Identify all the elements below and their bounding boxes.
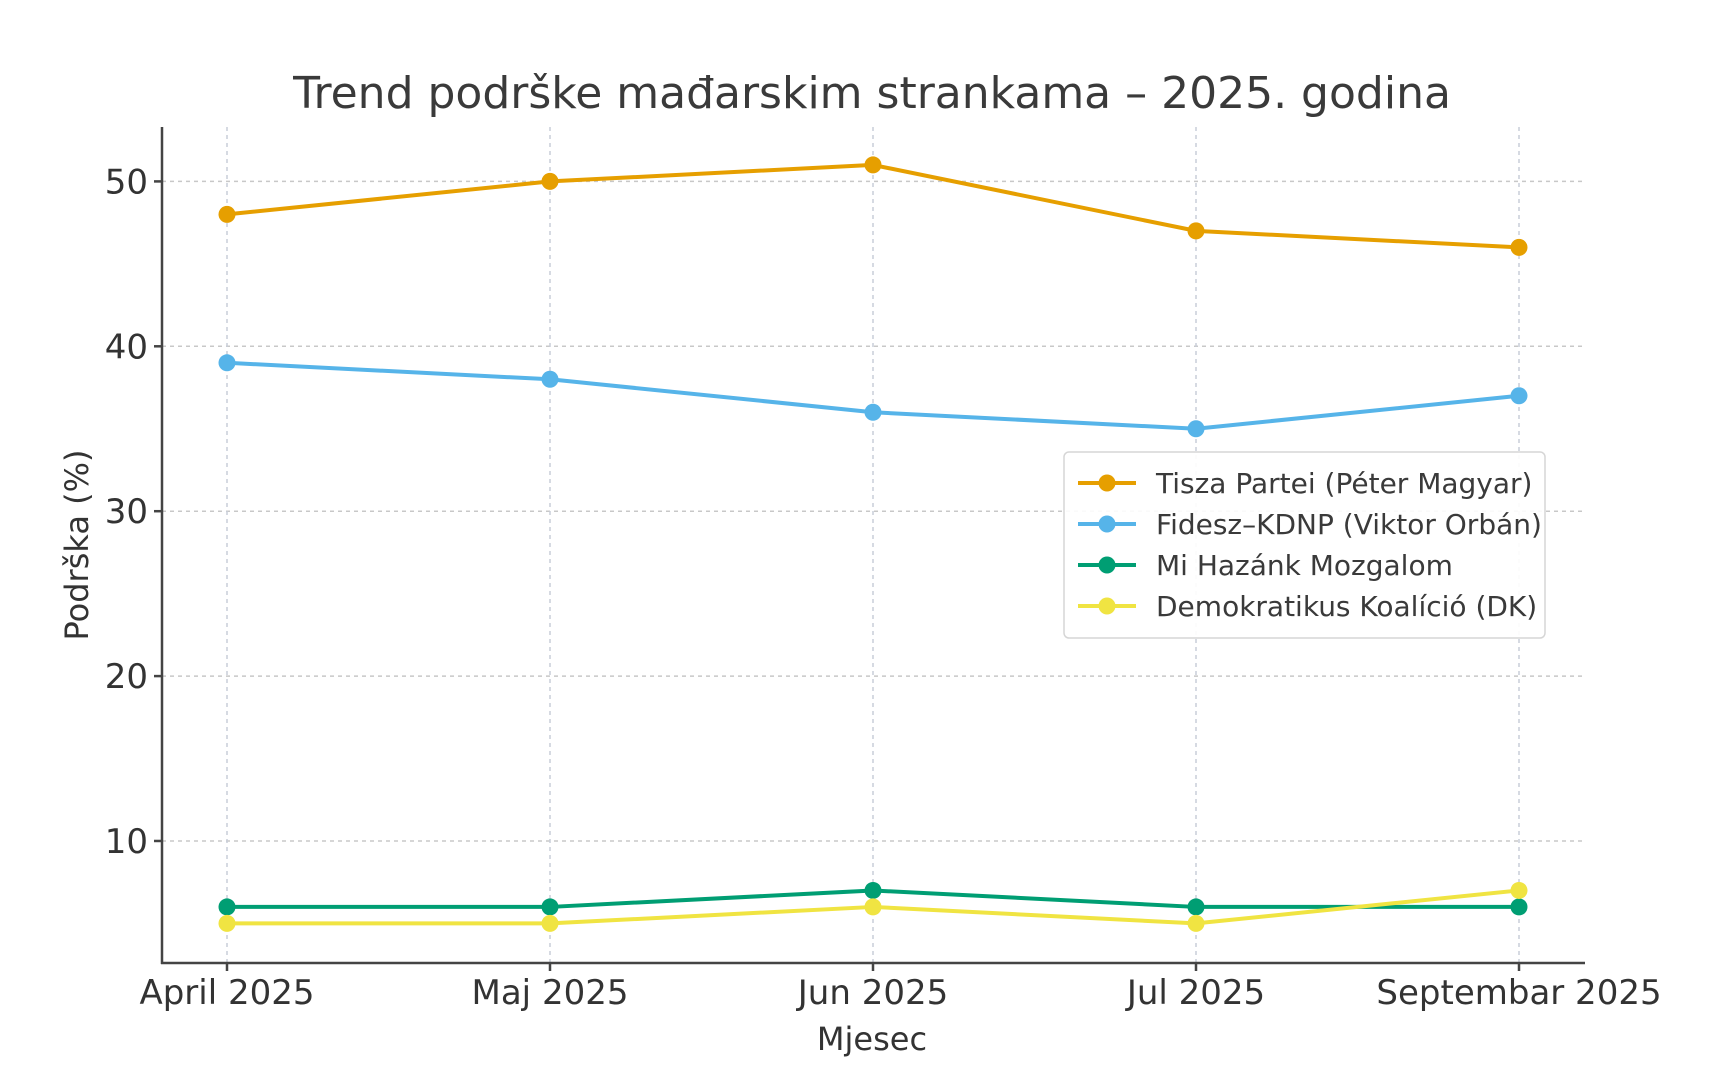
chart-title: Trend podrške mađarskim strankama – 2025… [292, 68, 1451, 119]
series-1 [218, 354, 1528, 438]
data-point [864, 403, 882, 421]
legend-item: Fidesz–KDNP (Viktor Orbán) [1078, 508, 1542, 541]
legend-swatch-marker [1098, 515, 1116, 533]
legend-label: Fidesz–KDNP (Viktor Orbán) [1156, 508, 1542, 541]
data-point [864, 898, 882, 916]
data-point [218, 205, 236, 223]
data-point [864, 156, 882, 174]
legend-swatch-marker [1098, 597, 1116, 615]
data-point [1510, 387, 1528, 405]
data-point [1187, 222, 1205, 240]
legend-box [1063, 451, 1546, 639]
x-tick-label: April 2025 [139, 973, 314, 1013]
x-axis-title: Mjesec [817, 1020, 927, 1058]
data-point [1187, 420, 1205, 438]
x-tick-label: Septembar 2025 [1376, 973, 1661, 1013]
legend-label: Mi Hazánk Mozgalom [1156, 549, 1453, 582]
series-3 [218, 881, 1528, 932]
y-tick-label: 30 [105, 492, 148, 532]
x-ticks: April 2025 Maj 2025 Jun 2025 Jul 2025 Septem… [139, 963, 1662, 1013]
y-ticks: 10 20 30 40 50 [105, 162, 162, 862]
legend-label: Demokratikus Koalíció (DK) [1156, 590, 1537, 623]
y-axis-title: Podrška (%) [58, 450, 96, 641]
legend-item: Mi Hazánk Mozgalom [1078, 549, 1453, 582]
legend-label: Tisza Partei (Péter Magyar) [1155, 467, 1532, 500]
data-point [218, 354, 236, 372]
data-point [218, 914, 236, 932]
data-point [541, 172, 559, 190]
data-point [541, 898, 559, 916]
legend-swatch-marker [1098, 474, 1116, 492]
legend-swatch-marker [1098, 556, 1116, 574]
y-tick-label: 10 [105, 822, 148, 862]
y-tick-label: 20 [105, 657, 148, 697]
x-tick-label: Jul 2025 [1125, 973, 1265, 1013]
legend-item: Demokratikus Koalíció (DK) [1078, 590, 1537, 623]
data-point [864, 881, 882, 899]
y-tick-label: 50 [105, 162, 148, 202]
data-point [1510, 238, 1528, 256]
series-2 [218, 881, 1528, 916]
series-0 [218, 156, 1528, 256]
x-tick-label: Jun 2025 [796, 973, 948, 1013]
x-tick-label: Maj 2025 [472, 973, 629, 1013]
data-point [541, 914, 559, 932]
legend: Tisza Partei (Péter Magyar) Fidesz–KDNP (… [1063, 451, 1546, 639]
data-point [218, 898, 236, 916]
data-point [1187, 898, 1205, 916]
series-group [218, 156, 1528, 932]
data-point [1510, 898, 1528, 916]
y-tick-label: 40 [105, 327, 148, 367]
data-point [1187, 914, 1205, 932]
data-point [541, 370, 559, 388]
data-point [1510, 881, 1528, 899]
legend-item: Tisza Partei (Péter Magyar) [1078, 467, 1532, 500]
